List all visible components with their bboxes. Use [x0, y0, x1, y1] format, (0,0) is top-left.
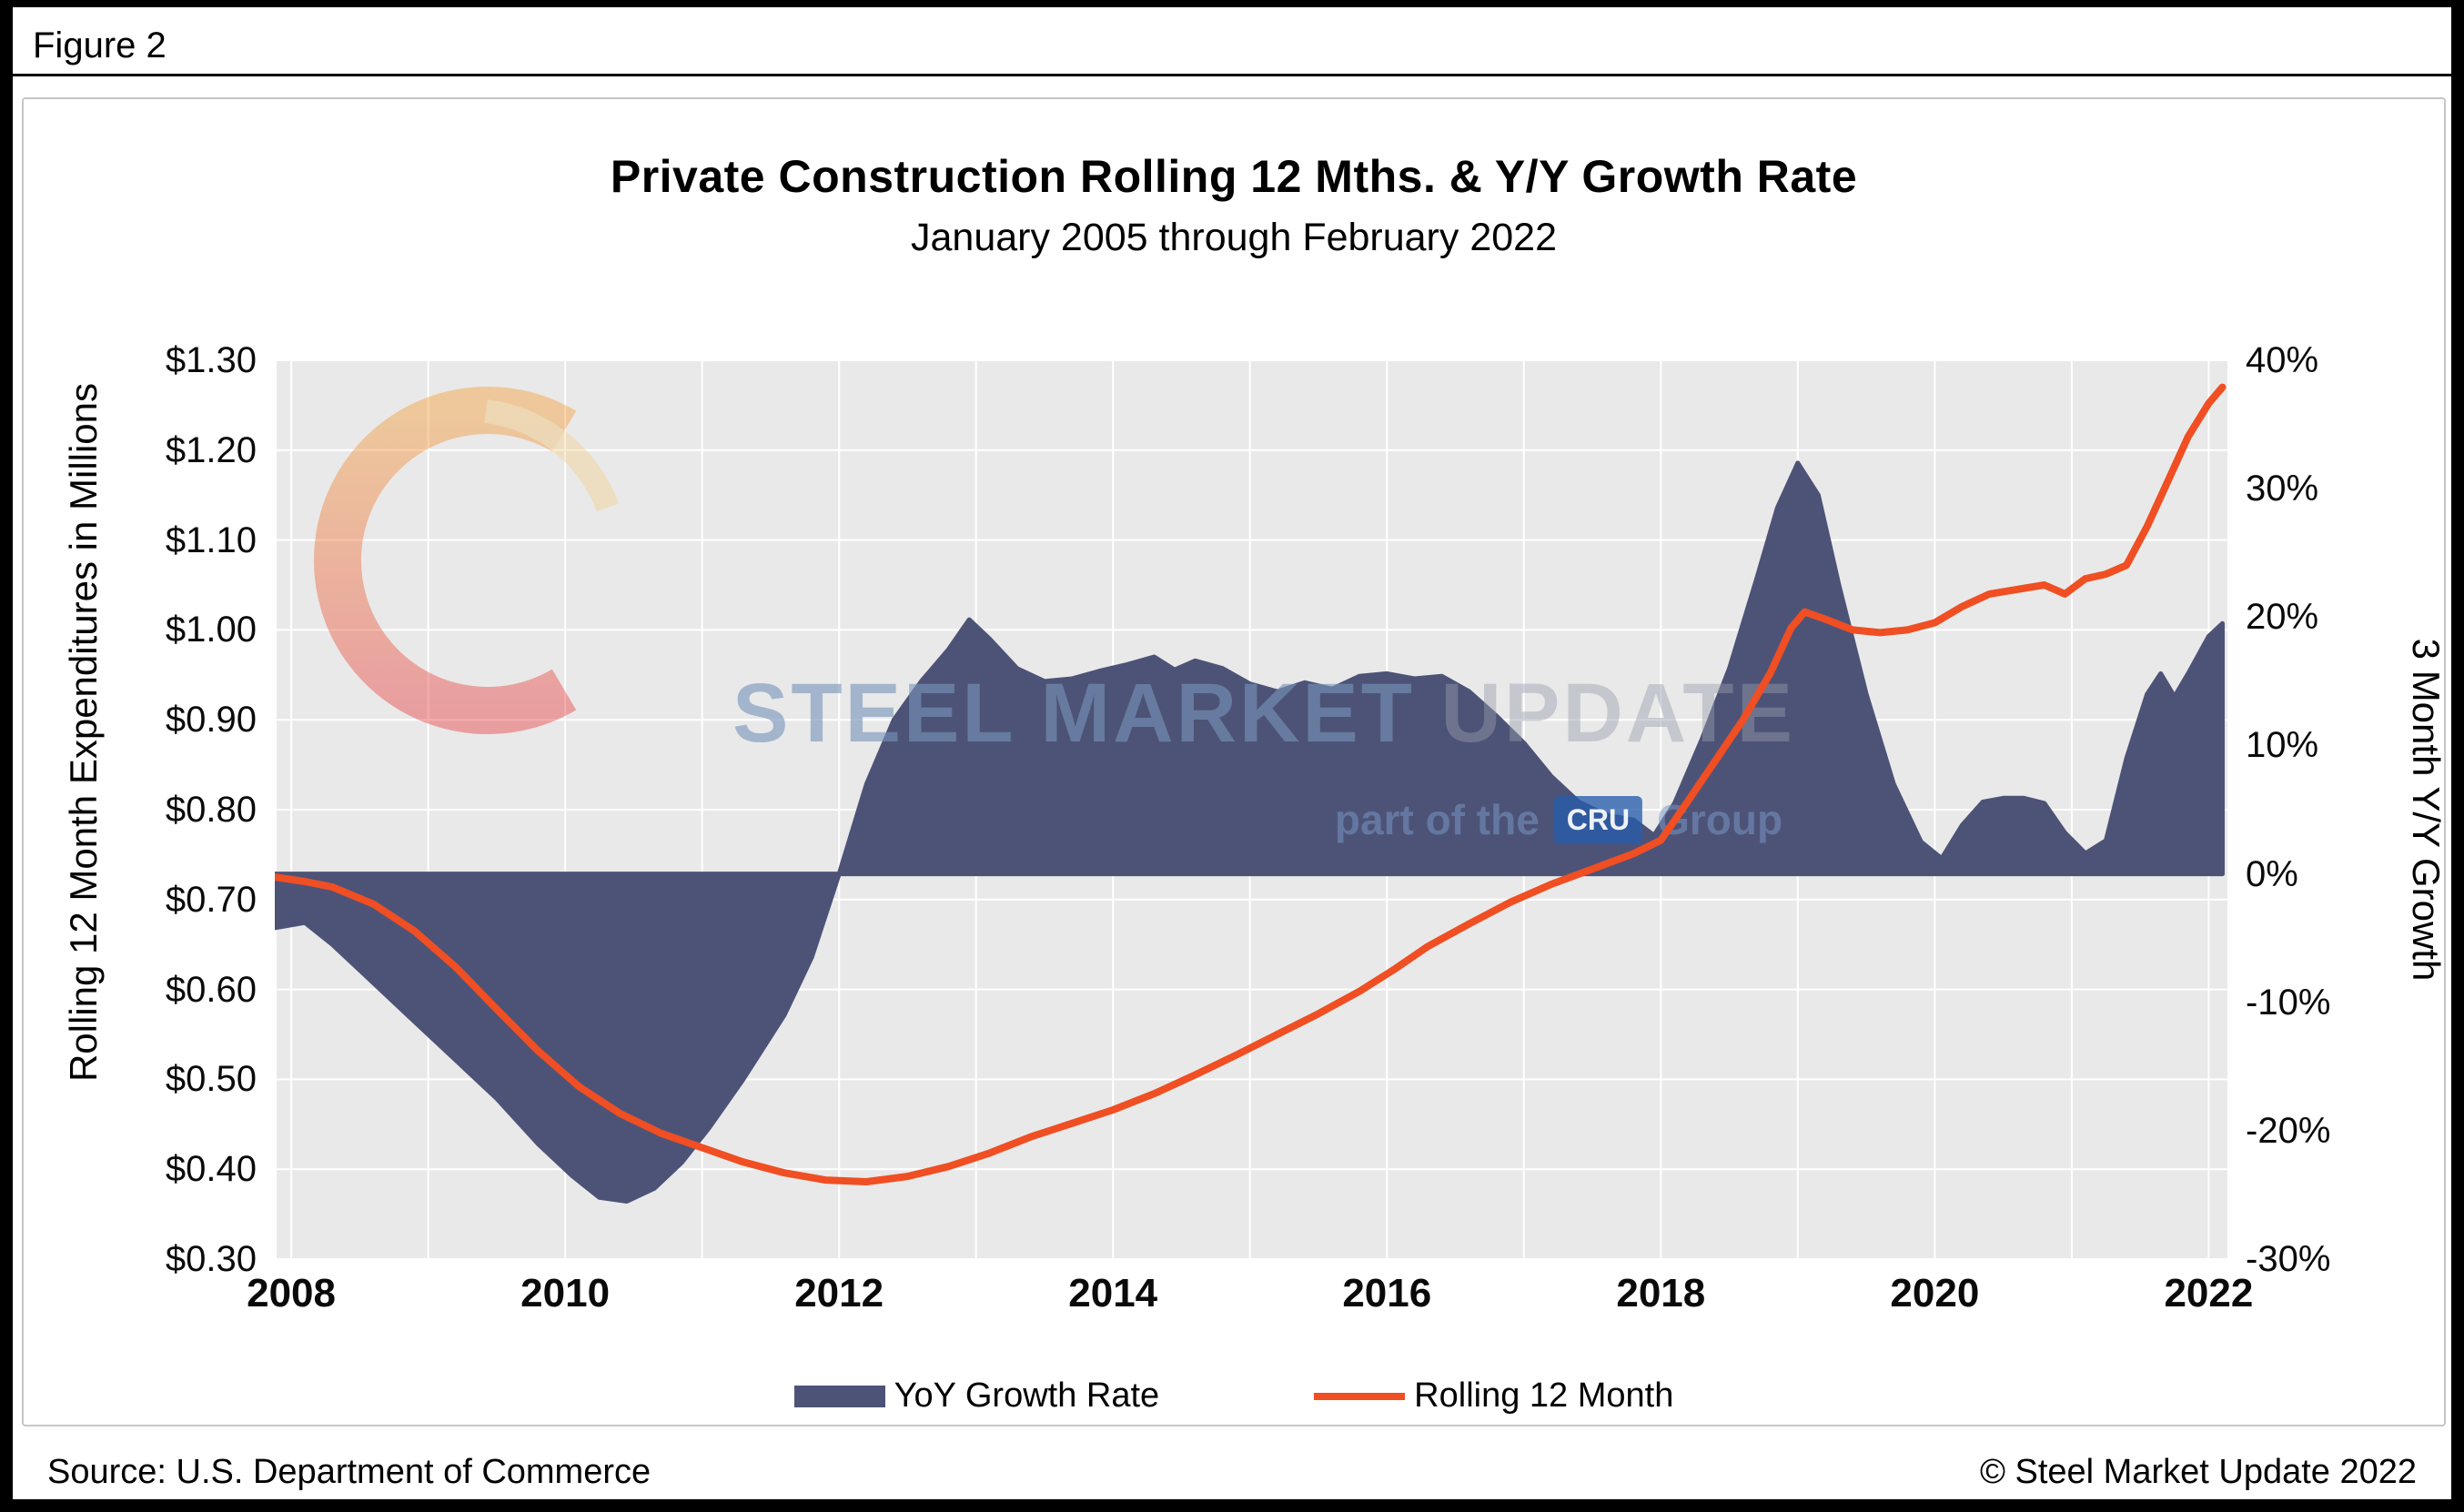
legend-swatch-line	[1314, 1392, 1406, 1400]
legend-item-yoy-growth: YoY Growth Rate	[793, 1376, 1160, 1416]
x-axis-tick-label: 2014	[1068, 1271, 1158, 1315]
left-axis-tick-label: $0.80	[165, 790, 257, 830]
yoy-growth-area-series	[275, 460, 2225, 1204]
right-axis-tick-label: 30%	[2246, 469, 2319, 509]
left-axis-tick-label: $1.30	[165, 340, 257, 380]
figure-label: Figure 2	[33, 25, 167, 66]
left-axis-tick-label: $0.40	[165, 1149, 257, 1190]
legend-item-rolling-12-month: Rolling 12 Month	[1314, 1376, 1673, 1416]
left-axis-tick-label: $1.00	[165, 610, 257, 650]
left-axis-tick-label: $0.90	[165, 700, 257, 741]
legend-label-rolling-12-month: Rolling 12 Month	[1414, 1376, 1674, 1415]
left-axis-tick-label: $1.20	[165, 429, 257, 470]
chart-line-layer	[275, 383, 2227, 1185]
x-axis-tick-label: 2016	[1342, 1271, 1432, 1315]
copyright-text: © Steel Market Update 2022	[1979, 1453, 2417, 1491]
legend: YoY Growth Rate Rolling 12 Month	[24, 1376, 2444, 1416]
left-axis-tick-label: $0.70	[165, 879, 257, 920]
x-axis-tick-label: 2008	[247, 1271, 336, 1315]
left-axis-tick-label: $0.30	[165, 1239, 257, 1279]
chart-subtitle: January 2005 through February 2022	[911, 216, 1557, 259]
right-axis-title: 3 Month Y/Y Growth	[2405, 638, 2448, 982]
x-axis-tick-label: 2018	[1616, 1271, 1706, 1315]
left-axis-title: Rolling 12 Month Expenditures in Million…	[62, 382, 105, 1083]
chart-title: Private Construction Rolling 12 Mths. & …	[610, 151, 1858, 202]
x-axis-tick-label: 2022	[2164, 1271, 2254, 1315]
plot-area: STEEL MARKET UPDATE part of the CRU Grou…	[275, 360, 2229, 1259]
source-text: Source: U.S. Department of Commerce	[47, 1453, 651, 1491]
rolling-12-month-line-series	[275, 383, 2227, 1185]
page: Figure 2 Private Construction Rolling 12…	[13, 7, 2451, 1499]
chart-card: Private Construction Rolling 12 Mths. & …	[22, 97, 2448, 1426]
right-axis-tick-label: -30%	[2246, 1239, 2331, 1279]
left-axis-tick-label: $0.50	[165, 1059, 257, 1100]
legend-swatch-area	[793, 1385, 885, 1407]
x-axis-tick-label: 2012	[794, 1271, 884, 1315]
left-axis-tick-label: $1.10	[165, 519, 257, 560]
legend-label-yoy-growth: YoY Growth Rate	[894, 1376, 1160, 1415]
left-axis-tick-label: $0.60	[165, 969, 257, 1010]
header: Figure 2	[13, 7, 2451, 76]
right-axis-tick-label: 0%	[2246, 853, 2298, 894]
footer: Source: U.S. Department of Commerce © St…	[47, 1453, 2417, 1492]
right-axis-tick-label: -10%	[2246, 982, 2331, 1023]
x-axis-tick-label: 2020	[1890, 1271, 1980, 1315]
x-axis-tick-label: 2010	[520, 1271, 611, 1315]
right-axis-tick-label: 40%	[2246, 340, 2319, 380]
right-axis-tick-label: -20%	[2246, 1110, 2331, 1151]
right-axis-tick-label: 20%	[2246, 597, 2319, 638]
right-axis-tick-label: 10%	[2246, 725, 2319, 766]
